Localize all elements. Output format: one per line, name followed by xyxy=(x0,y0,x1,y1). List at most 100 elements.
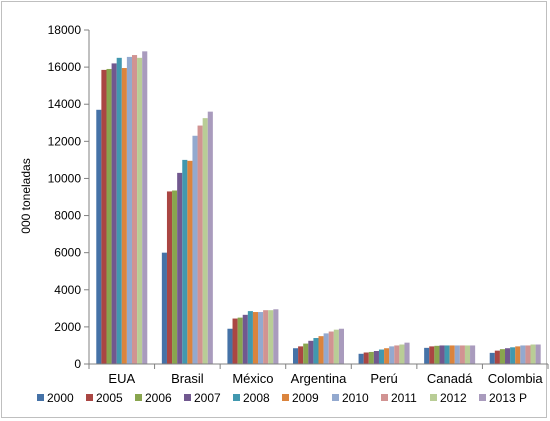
bar xyxy=(268,310,274,364)
legend-label: 2010 xyxy=(342,391,369,405)
x-category-label: Brasil xyxy=(171,371,204,386)
bar xyxy=(137,57,143,364)
bar xyxy=(207,111,213,365)
bar xyxy=(318,336,324,364)
legend-swatch xyxy=(282,394,289,401)
bar xyxy=(116,57,122,364)
bar xyxy=(273,309,279,364)
bar xyxy=(449,345,455,364)
y-tick-label: 12000 xyxy=(48,134,82,148)
bar xyxy=(525,345,531,364)
bar xyxy=(237,317,243,364)
legend-swatch xyxy=(430,394,437,401)
bar xyxy=(358,353,364,364)
bar xyxy=(308,340,314,364)
y-tick-label: 6000 xyxy=(54,246,81,260)
y-axis-label: 000 toneladas xyxy=(19,158,33,233)
bar xyxy=(202,118,208,364)
bar xyxy=(166,191,173,364)
y-tick-label: 10000 xyxy=(48,171,82,185)
legend-label: 2009 xyxy=(292,391,319,405)
y-tick-label: 2000 xyxy=(54,320,81,334)
bar xyxy=(242,314,248,364)
bar xyxy=(192,135,198,364)
bar xyxy=(363,352,369,364)
y-tick-label: 0 xyxy=(74,357,81,371)
x-axis: EUA Brasil México Argentina Perú Canadá Colomb… xyxy=(88,363,549,386)
bar xyxy=(499,349,506,364)
bar xyxy=(303,343,309,364)
bar xyxy=(429,346,435,364)
x-category-label: México xyxy=(232,371,273,386)
x-category-label: EUA xyxy=(108,371,135,386)
bar xyxy=(111,63,117,365)
bar xyxy=(368,351,374,364)
bar xyxy=(232,318,238,364)
y-tick-label: 18000 xyxy=(48,23,82,37)
bar xyxy=(459,345,465,364)
bar xyxy=(298,346,304,364)
legend-swatch xyxy=(184,394,191,401)
bar xyxy=(510,347,516,364)
bar xyxy=(258,312,264,364)
bar xyxy=(227,328,233,364)
bar xyxy=(328,331,334,364)
bar xyxy=(338,328,344,364)
bar xyxy=(489,352,495,364)
bar xyxy=(121,68,127,365)
bar xyxy=(394,345,400,364)
legend-swatch xyxy=(381,394,388,401)
bar xyxy=(161,252,167,364)
legend-swatch xyxy=(479,394,486,401)
bar xyxy=(470,345,476,364)
legend-swatch xyxy=(86,394,93,401)
legend-swatch xyxy=(37,394,44,401)
bar xyxy=(520,345,526,364)
bar xyxy=(505,348,511,364)
bar xyxy=(444,345,450,364)
x-category-label: Canadá xyxy=(427,371,473,386)
legend-label: 2005 xyxy=(96,391,123,405)
bar xyxy=(177,172,183,364)
bars xyxy=(96,51,541,365)
bar xyxy=(464,345,471,364)
legend-label: 2011 xyxy=(391,391,417,405)
bar xyxy=(378,349,385,364)
bar xyxy=(126,56,132,365)
legend-label: 2013 P xyxy=(489,391,527,405)
legend-label: 2007 xyxy=(194,391,221,405)
y-tick-label: 4000 xyxy=(54,283,81,297)
legend: 2000 2005 2006 2007 2008 2009 2010 2011 2012 2013… xyxy=(37,391,527,405)
legend-swatch xyxy=(233,394,240,401)
bar xyxy=(424,347,430,364)
x-category-label: Argentina xyxy=(291,371,347,386)
bar xyxy=(404,342,410,364)
bar xyxy=(535,344,541,364)
legend-label: 2008 xyxy=(243,391,270,405)
bar xyxy=(333,329,339,364)
bar xyxy=(252,312,259,364)
legend-label: 2000 xyxy=(47,391,74,405)
bar xyxy=(530,344,536,364)
bar xyxy=(439,345,445,364)
legend-swatch xyxy=(332,394,339,401)
bar xyxy=(384,348,390,364)
y-axis: 0 2000 4000 6000 8000 10000 12000 14000 16000 180… xyxy=(48,23,90,371)
x-category-label: Perú xyxy=(370,371,397,386)
bar xyxy=(131,55,138,365)
bar xyxy=(197,125,203,364)
bar xyxy=(313,338,319,364)
bar xyxy=(515,346,521,364)
bar xyxy=(187,160,193,364)
x-category-label: Colombia xyxy=(488,371,544,386)
bar xyxy=(106,68,112,364)
bar xyxy=(454,345,460,364)
bar xyxy=(142,51,148,364)
bar xyxy=(389,346,395,364)
bar xyxy=(101,69,107,365)
legend-label: 2012 xyxy=(440,391,467,405)
legend-swatch xyxy=(135,394,142,401)
legend-label: 2006 xyxy=(145,391,172,405)
bar xyxy=(373,351,379,364)
